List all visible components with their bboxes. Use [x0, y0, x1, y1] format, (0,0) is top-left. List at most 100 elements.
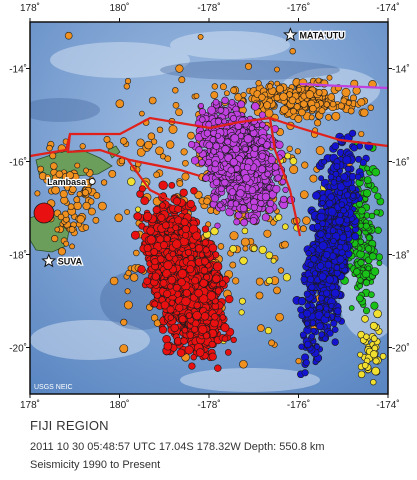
- earthquake-dot: [259, 121, 266, 129]
- earthquake-dot: [69, 243, 75, 250]
- earthquake-dot: [328, 302, 335, 309]
- earthquake-dot: [352, 86, 361, 95]
- earthquake-dot: [357, 98, 366, 107]
- earthquake-dot: [191, 276, 199, 285]
- earthquake-dot: [330, 179, 338, 186]
- earthquake-dot: [334, 307, 342, 315]
- earthquake-dot: [74, 162, 81, 169]
- earthquake-dot: [181, 225, 190, 234]
- earthquake-dot: [93, 192, 101, 200]
- earthquake-dot: [120, 318, 128, 326]
- earthquake-dot: [172, 101, 180, 109]
- earthquake-dot: [258, 165, 266, 174]
- earthquake-dot: [219, 83, 227, 91]
- earthquake-dot: [295, 357, 302, 365]
- earthquake-dot: [124, 209, 130, 215]
- earthquake-dot: [243, 134, 253, 144]
- earthquake-dot: [228, 99, 236, 106]
- earthquake-dot: [304, 320, 311, 327]
- lon-tick-label-top: -174˚: [376, 2, 399, 14]
- earthquake-dot: [310, 327, 317, 334]
- earthquake-dot: [143, 277, 151, 286]
- earthquake-dot: [350, 144, 358, 152]
- earthquake-dot: [181, 296, 191, 307]
- earthquake-dot: [315, 146, 325, 155]
- earthquake-dot: [212, 178, 221, 186]
- lat-tick-label-right: -20˚: [392, 343, 410, 355]
- earthquake-dot: [181, 172, 190, 181]
- lon-tick-label-top: -176˚: [287, 2, 310, 14]
- earthquake-dot: [327, 93, 336, 101]
- earthquake-dot: [239, 204, 248, 213]
- earthquake-dot: [282, 223, 289, 230]
- earthquake-dots: [33, 31, 387, 386]
- earthquake-dot: [318, 107, 326, 115]
- earthquake-dot: [185, 312, 193, 319]
- earthquake-dot: [363, 333, 370, 340]
- earthquake-dot: [365, 234, 373, 241]
- earthquake-dot: [51, 185, 60, 195]
- earthquake-dot: [189, 242, 196, 249]
- earthquake-dot: [349, 129, 357, 137]
- earthquake-dot: [114, 213, 123, 223]
- earthquake-dot: [201, 257, 209, 266]
- earthquake-dot: [208, 352, 217, 361]
- earthquake-dot: [261, 213, 270, 222]
- earthquake-dot: [192, 311, 202, 321]
- earthquake-dot: [139, 110, 145, 117]
- earthquake-dot: [73, 196, 81, 204]
- earthquake-dot: [50, 162, 58, 170]
- earthquake-dot: [136, 138, 145, 147]
- earthquake-dot: [308, 283, 316, 291]
- earthquake-dot: [200, 312, 210, 321]
- earthquake-dot: [293, 103, 301, 111]
- earthquake-dot: [221, 335, 229, 343]
- earthquake-dot: [281, 240, 289, 249]
- earthquake-dot: [241, 227, 249, 235]
- earthquake-dot: [303, 290, 311, 298]
- earthquake-dot: [230, 133, 240, 143]
- earthquake-dot: [203, 273, 211, 281]
- earthquake-dot: [357, 351, 364, 358]
- earthquake-dot: [184, 345, 194, 355]
- earthquake-dot: [300, 100, 308, 108]
- earthquake-dot: [164, 155, 172, 163]
- taveuni-island: [107, 145, 121, 159]
- earthquake-dot: [67, 203, 75, 211]
- earthquake-dot: [330, 288, 340, 298]
- earthquake-dot: [304, 340, 312, 348]
- earthquake-dot: [76, 215, 85, 224]
- earthquake-dot: [88, 207, 96, 216]
- earthquake-dot: [146, 226, 155, 235]
- earthquake-dot: [198, 108, 207, 116]
- earthquake-dot: [255, 291, 264, 300]
- earthquake-dot: [163, 341, 173, 351]
- earthquake-dot: [214, 364, 222, 372]
- earthquake-dot: [249, 217, 258, 225]
- earthquake-dot: [242, 245, 249, 252]
- earthquake-dot: [82, 224, 90, 231]
- earthquake-dot: [270, 257, 277, 264]
- earthquake-dot: [210, 91, 219, 99]
- earthquake-dot: [82, 189, 89, 197]
- earthquake-dot: [373, 309, 382, 319]
- earthquake-dot: [297, 297, 307, 306]
- lat-tick-label-left: -14˚: [9, 64, 27, 76]
- earthquake-dot: [172, 197, 181, 206]
- earthquake-dot: [159, 202, 166, 209]
- earthquake-dot: [180, 337, 188, 345]
- earthquake-dot: [365, 245, 373, 253]
- earthquake-dot: [151, 258, 159, 266]
- earthquake-dot: [187, 140, 196, 149]
- earthquake-dot: [316, 322, 324, 330]
- earthquake-dot: [279, 92, 288, 101]
- earthquake-dot: [203, 129, 212, 137]
- earthquake-dot: [308, 114, 315, 121]
- place-label: Lambasa: [47, 177, 87, 187]
- earthquake-dot: [348, 305, 355, 311]
- earthquake-dot: [250, 245, 258, 252]
- earthquake-dot: [158, 325, 168, 334]
- earthquake-dot: [108, 170, 117, 178]
- earthquake-dot: [264, 327, 272, 335]
- earthquake-dot: [230, 336, 237, 344]
